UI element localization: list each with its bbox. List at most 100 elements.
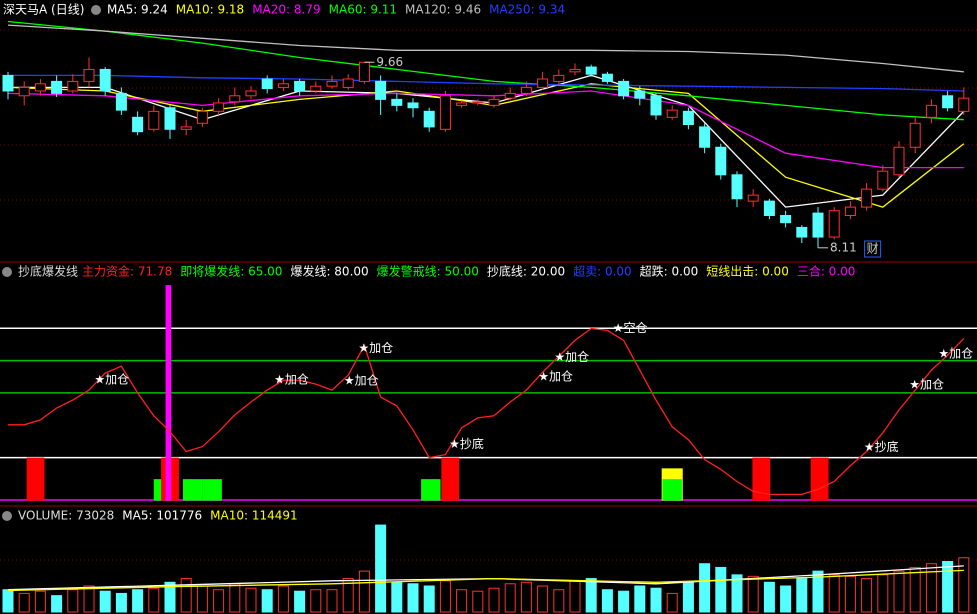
menu-icon[interactable] — [2, 511, 12, 521]
signal-label: ★抄底 — [449, 436, 484, 451]
signal-bar — [26, 457, 45, 501]
candle-body — [83, 68, 95, 82]
candle-body — [115, 92, 127, 111]
legend-entry: MA20: 8.79 — [252, 3, 320, 17]
candle-body — [164, 107, 176, 130]
volume-bar — [407, 583, 419, 613]
volume-bar — [439, 580, 451, 613]
candle-body — [942, 95, 954, 109]
candle-body — [375, 80, 387, 100]
legend-entry: MA10: 114491 — [210, 509, 298, 523]
candle-body — [245, 90, 257, 97]
volume-bar — [488, 587, 500, 613]
volume-bar — [909, 566, 921, 613]
volume-bar — [520, 581, 532, 613]
volume-bar — [569, 580, 581, 613]
candle-body — [828, 210, 840, 238]
volume-bar — [942, 560, 954, 613]
candle-body — [877, 170, 889, 190]
candle-body — [909, 122, 921, 148]
legend-entry: 即将爆发线: 65.00 — [180, 264, 282, 279]
candle-body — [261, 78, 273, 90]
ma-line — [8, 74, 964, 92]
volume-bar — [601, 589, 613, 613]
volume-bar — [164, 581, 176, 613]
volume-bar — [925, 563, 937, 613]
volume-bar — [180, 578, 192, 613]
candle-body — [99, 68, 111, 92]
volume-bar — [261, 589, 273, 613]
volume-bar — [67, 589, 79, 613]
candle-body — [326, 80, 338, 87]
menu-icon[interactable] — [91, 5, 101, 15]
legend-entry: MA5: 101776 — [122, 509, 202, 523]
candle-body — [747, 194, 759, 202]
candle-body — [407, 102, 419, 109]
signal-label: ★抄底 — [864, 439, 899, 454]
volume-bar — [618, 590, 630, 613]
candle-body — [213, 102, 225, 112]
volume-bar — [375, 524, 387, 613]
candle-body — [861, 188, 873, 208]
candle-body — [925, 104, 937, 118]
volume-bar — [553, 589, 565, 613]
candle-body — [569, 68, 581, 73]
volume-bar — [326, 589, 338, 613]
candle-body — [585, 66, 597, 75]
candle-body — [601, 73, 613, 82]
signal-label: ★加仓 — [909, 378, 944, 392]
annotation: 8.11 — [830, 240, 857, 254]
candle-body — [229, 95, 241, 103]
candle-body — [537, 78, 549, 88]
candle-body — [423, 110, 435, 128]
candle-body — [812, 212, 824, 238]
volume-bar — [2, 589, 14, 613]
volume-bar — [682, 581, 694, 613]
volume-bar — [294, 590, 306, 613]
legend-entry: 爆发线: 80.00 — [290, 264, 368, 279]
menu-icon[interactable] — [2, 267, 12, 277]
signal-bar — [165, 285, 172, 501]
candle-body — [472, 101, 484, 104]
signal-bar — [182, 479, 203, 501]
signal-bar — [421, 479, 441, 501]
volume-bar — [747, 575, 759, 613]
candle-body — [844, 206, 856, 216]
candle-body — [763, 200, 775, 216]
legend-entry: 超卖: 0.00 — [573, 264, 632, 279]
volume-bar — [148, 587, 160, 613]
candle-body — [310, 85, 322, 92]
volume-bar — [245, 587, 257, 613]
candle-body — [650, 95, 662, 116]
legend-entry: 主力资金: 71.78 — [82, 264, 172, 279]
signal-label: ★加仓 — [938, 347, 973, 361]
candle-body — [391, 98, 403, 106]
volume-bar — [763, 581, 775, 613]
volume-bar — [51, 595, 63, 613]
annotation: 9.66 — [376, 55, 403, 69]
volume-bar — [34, 590, 46, 613]
candle-body — [456, 102, 468, 106]
legend-entry: 三合: 0.00 — [797, 264, 856, 279]
legend-entry: MA60: 9.11 — [329, 3, 397, 17]
candle-body — [294, 80, 306, 92]
legend-entry: MA120: 9.46 — [405, 3, 481, 17]
volume-bar — [828, 574, 840, 613]
signal-bar — [752, 457, 771, 501]
legend-entry: MA5: 9.24 — [107, 3, 168, 17]
volume-bar — [115, 592, 127, 613]
signal-label: ★加仓 — [358, 341, 393, 355]
volume-bar — [18, 592, 30, 613]
volume-bar — [699, 563, 711, 613]
volume-bar — [99, 590, 111, 613]
ma-line — [7, 24, 964, 73]
candle-body — [699, 126, 711, 148]
volume-bar — [456, 589, 468, 613]
volume-bar — [634, 585, 646, 613]
volume-bar — [877, 574, 889, 613]
volume-bar — [83, 585, 95, 613]
signal-bar — [810, 457, 829, 501]
volume-bar — [342, 578, 354, 613]
signal-label: ★加仓 — [94, 372, 129, 386]
